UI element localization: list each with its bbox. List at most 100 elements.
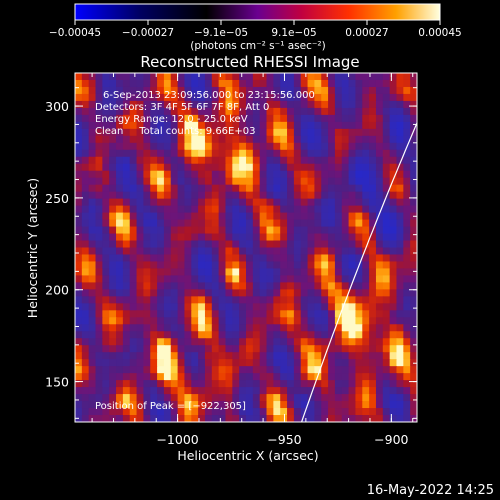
heatmap-cell: [184, 128, 192, 137]
heatmap-cell: [136, 219, 144, 228]
heatmap-cell: [75, 170, 83, 179]
heatmap-cell: [75, 289, 83, 297]
heatmap-cell: [150, 114, 158, 123]
heatmap-cell: [293, 289, 302, 297]
heatmap-cell: [232, 317, 240, 325]
heatmap-cell: [191, 282, 199, 290]
heatmap-cell: [157, 261, 165, 270]
heatmap-cell: [355, 310, 363, 318]
heatmap-cell: [246, 373, 254, 381]
heatmap-cell: [389, 198, 398, 207]
heatmap-cell: [334, 93, 343, 102]
heatmap-cell: [136, 170, 144, 179]
heatmap-cell: [218, 79, 227, 88]
heatmap-cell: [293, 184, 302, 193]
heatmap-cell: [143, 212, 151, 221]
heatmap-cell: [157, 331, 165, 339]
heatmap-cell: [403, 219, 411, 228]
heatmap-cell: [122, 198, 131, 207]
heatmap-cell: [287, 359, 295, 367]
heatmap-cell: [239, 205, 247, 214]
heatmap-cell: [389, 226, 398, 235]
heatmap-cell: [95, 324, 103, 332]
heatmap-cell: [369, 107, 377, 116]
heatmap-cell: [157, 352, 165, 360]
heatmap-cell: [389, 324, 398, 332]
heatmap-cell: [191, 289, 199, 297]
heatmap-cell: [157, 415, 165, 422]
heatmap-cell: [266, 296, 274, 304]
heatmap-cell: [341, 408, 350, 416]
heatmap-cell: [198, 394, 206, 402]
heatmap-cell: [198, 198, 206, 207]
heatmap-cell: [150, 184, 158, 193]
heatmap-cell: [266, 156, 274, 165]
heatmap-cell: [143, 331, 151, 339]
heatmap-cell: [211, 128, 220, 137]
heatmap-cell: [389, 156, 398, 165]
heatmap-cell: [280, 135, 288, 144]
heatmap-cell: [252, 366, 261, 374]
heatmap-cell: [177, 387, 186, 395]
heatmap-cell: [355, 331, 363, 339]
heatmap-cell: [280, 177, 288, 186]
heatmap-cell: [232, 114, 240, 123]
heatmap-cell: [328, 240, 336, 249]
heatmap-cell: [300, 156, 309, 165]
heatmap-cell: [88, 296, 97, 304]
heatmap-cell: [232, 205, 240, 214]
heatmap-cell: [328, 121, 336, 130]
heatmap-cell: [369, 205, 377, 214]
heatmap-cell: [293, 247, 302, 256]
heatmap-cell: [410, 184, 417, 193]
heatmap-cell: [403, 79, 411, 88]
heatmap-cell: [410, 79, 417, 88]
heatmap-cell: [150, 338, 158, 346]
heatmap-cell: [246, 149, 254, 158]
heatmap-cell: [109, 261, 117, 270]
heatmap-cell: [163, 128, 172, 137]
heatmap-cell: [307, 310, 315, 318]
heatmap-cell: [246, 303, 254, 311]
heatmap-cell: [150, 198, 158, 207]
heatmap-cell: [375, 100, 384, 109]
heatmap-cell: [75, 247, 83, 256]
heatmap-cell: [75, 135, 83, 144]
heatmap-cell: [88, 373, 97, 381]
heatmap-cell: [369, 128, 377, 137]
heatmap-cell: [191, 359, 199, 367]
heatmap-cell: [355, 303, 363, 311]
heatmap-cell: [129, 212, 138, 221]
heatmap-cell: [143, 380, 151, 388]
heatmap-cell: [280, 226, 288, 235]
heatmap-cell: [75, 268, 83, 277]
heatmap-cell: [410, 303, 417, 311]
heatmap-cell: [95, 170, 103, 179]
heatmap-cell: [334, 247, 343, 256]
heatmap-cell: [191, 296, 199, 304]
heatmap-cell: [184, 373, 192, 381]
heatmap-cell: [280, 191, 288, 200]
heatmap-cell: [184, 296, 192, 304]
heatmap-cell: [389, 387, 398, 395]
heatmap-cell: [252, 240, 261, 249]
heatmap-cell: [259, 184, 268, 193]
heatmap-cell: [184, 324, 192, 332]
heatmap-cell: [122, 219, 131, 228]
heatmap-cell: [109, 394, 117, 402]
heatmap-cell: [382, 177, 391, 186]
heatmap-cell: [348, 86, 357, 95]
heatmap-cell: [389, 149, 398, 158]
heatmap-cell: [109, 114, 117, 123]
heatmap-cell: [389, 394, 398, 402]
heatmap-cell: [122, 380, 131, 388]
heatmap-cell: [362, 289, 370, 297]
heatmap-cell: [280, 254, 288, 263]
heatmap-cell: [328, 247, 336, 256]
heatmap-cell: [184, 170, 192, 179]
heatmap-cell: [252, 135, 261, 144]
heatmap-cell: [246, 198, 254, 207]
heatmap-cell: [307, 226, 315, 235]
heatmap-cell: [81, 219, 90, 228]
heatmap-cell: [225, 163, 233, 172]
